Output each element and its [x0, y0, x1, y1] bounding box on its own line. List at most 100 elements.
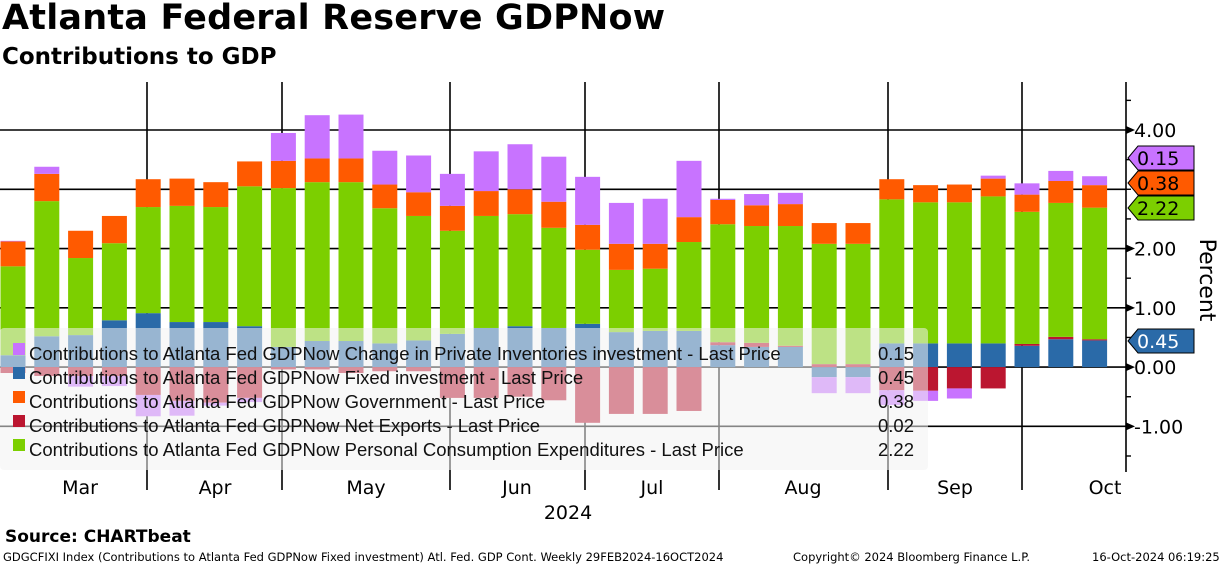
y-tick-label: 1.00: [1134, 298, 1176, 320]
bar-segment-inv: [0, 240, 26, 242]
footer-copyright: Copyright© 2024 Bloomberg Finance L.P.: [793, 550, 1030, 564]
source-label: Source: CHARTbeat: [5, 527, 191, 547]
bar-segment-inv: [1048, 170, 1074, 181]
bar-segment-inv: [710, 198, 736, 200]
bar-segment-netexp: [1082, 339, 1108, 341]
bar-segment-pce: [642, 268, 668, 331]
bar-segment-pce: [946, 202, 972, 344]
y-tick-arrow: [1126, 422, 1135, 431]
footer-timestamp: 16-Oct-2024 06:19:25: [1092, 550, 1220, 564]
bar-segment-inv: [541, 156, 567, 202]
last-price-tag-value-fixed: 0.45: [1137, 331, 1179, 353]
legend-box: [0, 328, 928, 470]
last-price-tag-value-gov: 0.38: [1137, 173, 1179, 195]
legend-value-pce: 2.22: [878, 439, 914, 460]
bar-segment-pce: [68, 258, 94, 336]
bar-segment-gov: [879, 179, 905, 200]
bar-segment-pce: [541, 227, 567, 328]
y-tick-arrow: [1126, 126, 1135, 135]
bar-segment-netexp: [1014, 343, 1040, 346]
bar-segment-inv: [304, 115, 330, 159]
bar-segment-pce: [135, 207, 161, 314]
y-tick-label: 2.00: [1134, 239, 1176, 261]
x-month-label: Mar: [62, 477, 98, 499]
bar-segment-pce: [980, 196, 1006, 344]
y-tick-label: -1.00: [1134, 416, 1183, 438]
bar-segment-pce: [372, 208, 398, 344]
bar-segment-gov: [811, 223, 837, 244]
legend-swatch-fixed: [13, 367, 25, 379]
bar-segment-inv: [439, 173, 465, 206]
bar-segment-netexp: [1048, 336, 1074, 340]
bar-segment-inv: [270, 132, 296, 161]
legend-value-gov: 0.38: [878, 391, 914, 412]
bar-segment-pce: [1048, 202, 1074, 337]
y-tick-arrow: [1126, 244, 1135, 253]
bar-segment-fixed: [1082, 340, 1108, 368]
last-price-tag-value-inv: 0.15: [1137, 148, 1179, 170]
bar-segment-pce: [676, 242, 702, 331]
bar-segment-gov: [237, 161, 263, 187]
y-axis: 4.00 2.00 1.00 0.00 -1.00: [1125, 82, 1183, 472]
bar-segment-gov: [744, 205, 770, 227]
bar-segment-gov: [642, 243, 668, 269]
bar-segment-pce: [34, 201, 60, 337]
bar-segment-inv: [406, 155, 432, 193]
legend-swatch-inv: [13, 343, 25, 355]
legend: Contributions to Atlanta Fed GDPNow Chan…: [0, 328, 928, 470]
bar-segment-inv: [676, 160, 702, 218]
bar-segment-inv: [642, 198, 668, 244]
bar-segment-gov: [1048, 180, 1074, 203]
bar-segment-pce: [237, 186, 263, 327]
x-month-label: Aug: [784, 477, 821, 499]
bar-segment-pce: [710, 224, 736, 343]
y-tick-arrow: [1126, 363, 1135, 372]
bar-segment-pce: [406, 215, 432, 341]
bar-segment-inv: [946, 388, 972, 399]
x-axis: Mar Apr May Jun Jul Aug Sep Oct: [62, 477, 1121, 499]
bar-segment-gov: [946, 184, 972, 203]
legend-swatch-pce: [13, 439, 25, 451]
bar-segment-gov: [913, 185, 939, 203]
x-month-label: Jul: [640, 477, 664, 499]
legend-value-inv: 0.15: [878, 343, 914, 364]
legend-label-fixed: Contributions to Atlanta Fed GDPNow Fixe…: [29, 367, 583, 388]
bar-segment-pce: [439, 230, 465, 334]
legend-swatch-netexp: [13, 415, 25, 427]
bar-segment-gov: [304, 158, 330, 183]
bar-segment-gov: [1082, 185, 1108, 208]
x-month-label: Sep: [937, 477, 973, 499]
bar-segment-gov: [406, 192, 432, 216]
bar-segment-gov: [270, 160, 296, 189]
bar-segment-pce: [879, 199, 905, 344]
chart-subtitle: Contributions to GDP: [2, 44, 277, 70]
legend-label-inv: Contributions to Atlanta Fed GDPNow Chan…: [29, 343, 781, 364]
bar-segment-pce: [608, 269, 634, 333]
bar-segment-gov: [0, 241, 26, 267]
bar-segment-gov: [203, 182, 229, 208]
bar-segment-pce: [270, 188, 296, 347]
bar-segment-inv: [34, 166, 60, 174]
bar-segment-pce: [777, 226, 803, 346]
bar-segment-inv: [777, 192, 803, 205]
bar-segment-pce: [473, 215, 499, 328]
bar-segment-gov: [676, 217, 702, 243]
last-price-tag-value-pce: 2.22: [1137, 198, 1179, 220]
legend-label-netexp: Contributions to Atlanta Fed GDPNow Net …: [29, 415, 540, 436]
x-month-label: Apr: [199, 477, 232, 499]
bar-segment-fixed: [946, 343, 972, 368]
chart-title: Atlanta Federal Reserve GDPNow: [2, 0, 666, 38]
bar-segment-pce: [1014, 211, 1040, 344]
bar-segment-pce: [101, 243, 127, 321]
bar-segment-inv: [608, 202, 634, 244]
last-price-tag-gov: [1127, 170, 1195, 196]
bar-segment-gov: [777, 204, 803, 227]
bar-segment-fixed: [980, 343, 1006, 368]
bar-segment-inv: [1014, 183, 1040, 195]
y-tick-label: 4.00: [1134, 120, 1176, 142]
bar-segment-inv: [473, 151, 499, 192]
x-axis-year-label: 2024: [544, 502, 592, 520]
bar-segment-gov: [135, 179, 161, 208]
bar-segment-pce: [169, 205, 195, 323]
legend-value-netexp: 0.02: [878, 415, 914, 436]
